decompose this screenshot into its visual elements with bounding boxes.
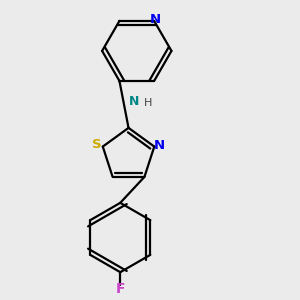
Text: N: N	[129, 94, 139, 108]
Text: S: S	[92, 138, 102, 152]
Text: N: N	[150, 13, 161, 26]
Text: N: N	[154, 139, 165, 152]
Text: F: F	[116, 282, 125, 296]
Text: H: H	[144, 98, 152, 108]
